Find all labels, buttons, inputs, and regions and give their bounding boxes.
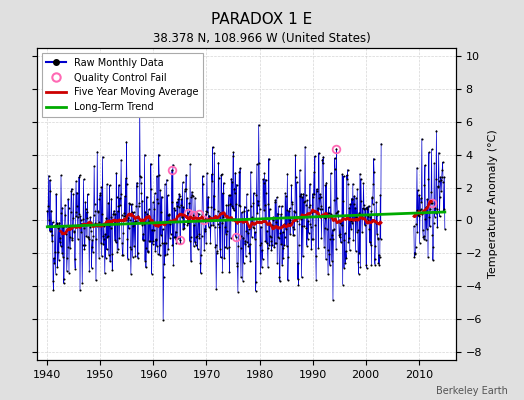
Legend: Raw Monthly Data, Quality Control Fail, Five Year Moving Average, Long-Term Tren: Raw Monthly Data, Quality Control Fail, …	[41, 53, 203, 117]
Text: PARADOX 1 E: PARADOX 1 E	[211, 12, 313, 27]
Y-axis label: Temperature Anomaly (°C): Temperature Anomaly (°C)	[488, 130, 498, 278]
Text: 38.378 N, 108.966 W (United States): 38.378 N, 108.966 W (United States)	[153, 32, 371, 45]
Text: Berkeley Earth: Berkeley Earth	[436, 386, 508, 396]
